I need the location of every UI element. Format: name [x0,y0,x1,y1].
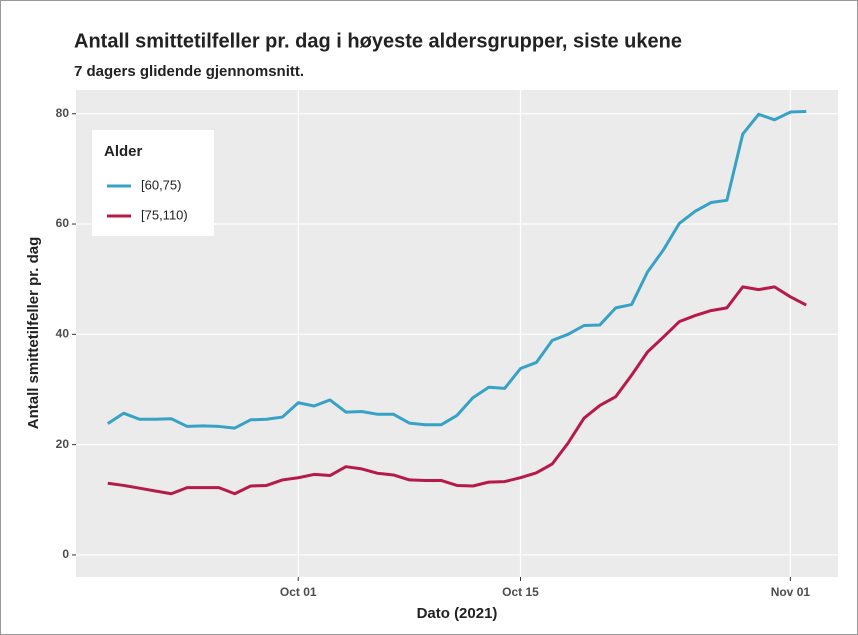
series-line [107,285,807,496]
y-tick-label: 0 [62,547,69,561]
x-tick-label: Oct 15 [502,585,539,599]
legend-label: [75,110) [141,207,188,222]
legend-title: Alder [104,143,143,160]
y-tick-label: 40 [56,326,70,340]
chart-subtitle: 7 dagers glidende gjennomsnitt. [74,63,304,80]
y-axis-title: Antall smittetilfeller pr. dag [25,237,42,430]
x-tick-label: Nov 01 [771,585,811,599]
legend-label: [60,75) [141,177,181,192]
y-tick-label: 20 [56,437,70,451]
legend-box [92,130,214,236]
x-tick-label: Oct 01 [280,585,317,599]
chart-title: Antall smittetilfeller pr. dag i høyeste… [74,30,682,52]
series-line [106,110,807,430]
y-tick-label: 80 [56,106,70,120]
y-tick-label: 60 [56,216,70,230]
x-axis-title: Dato (2021) [417,605,498,622]
